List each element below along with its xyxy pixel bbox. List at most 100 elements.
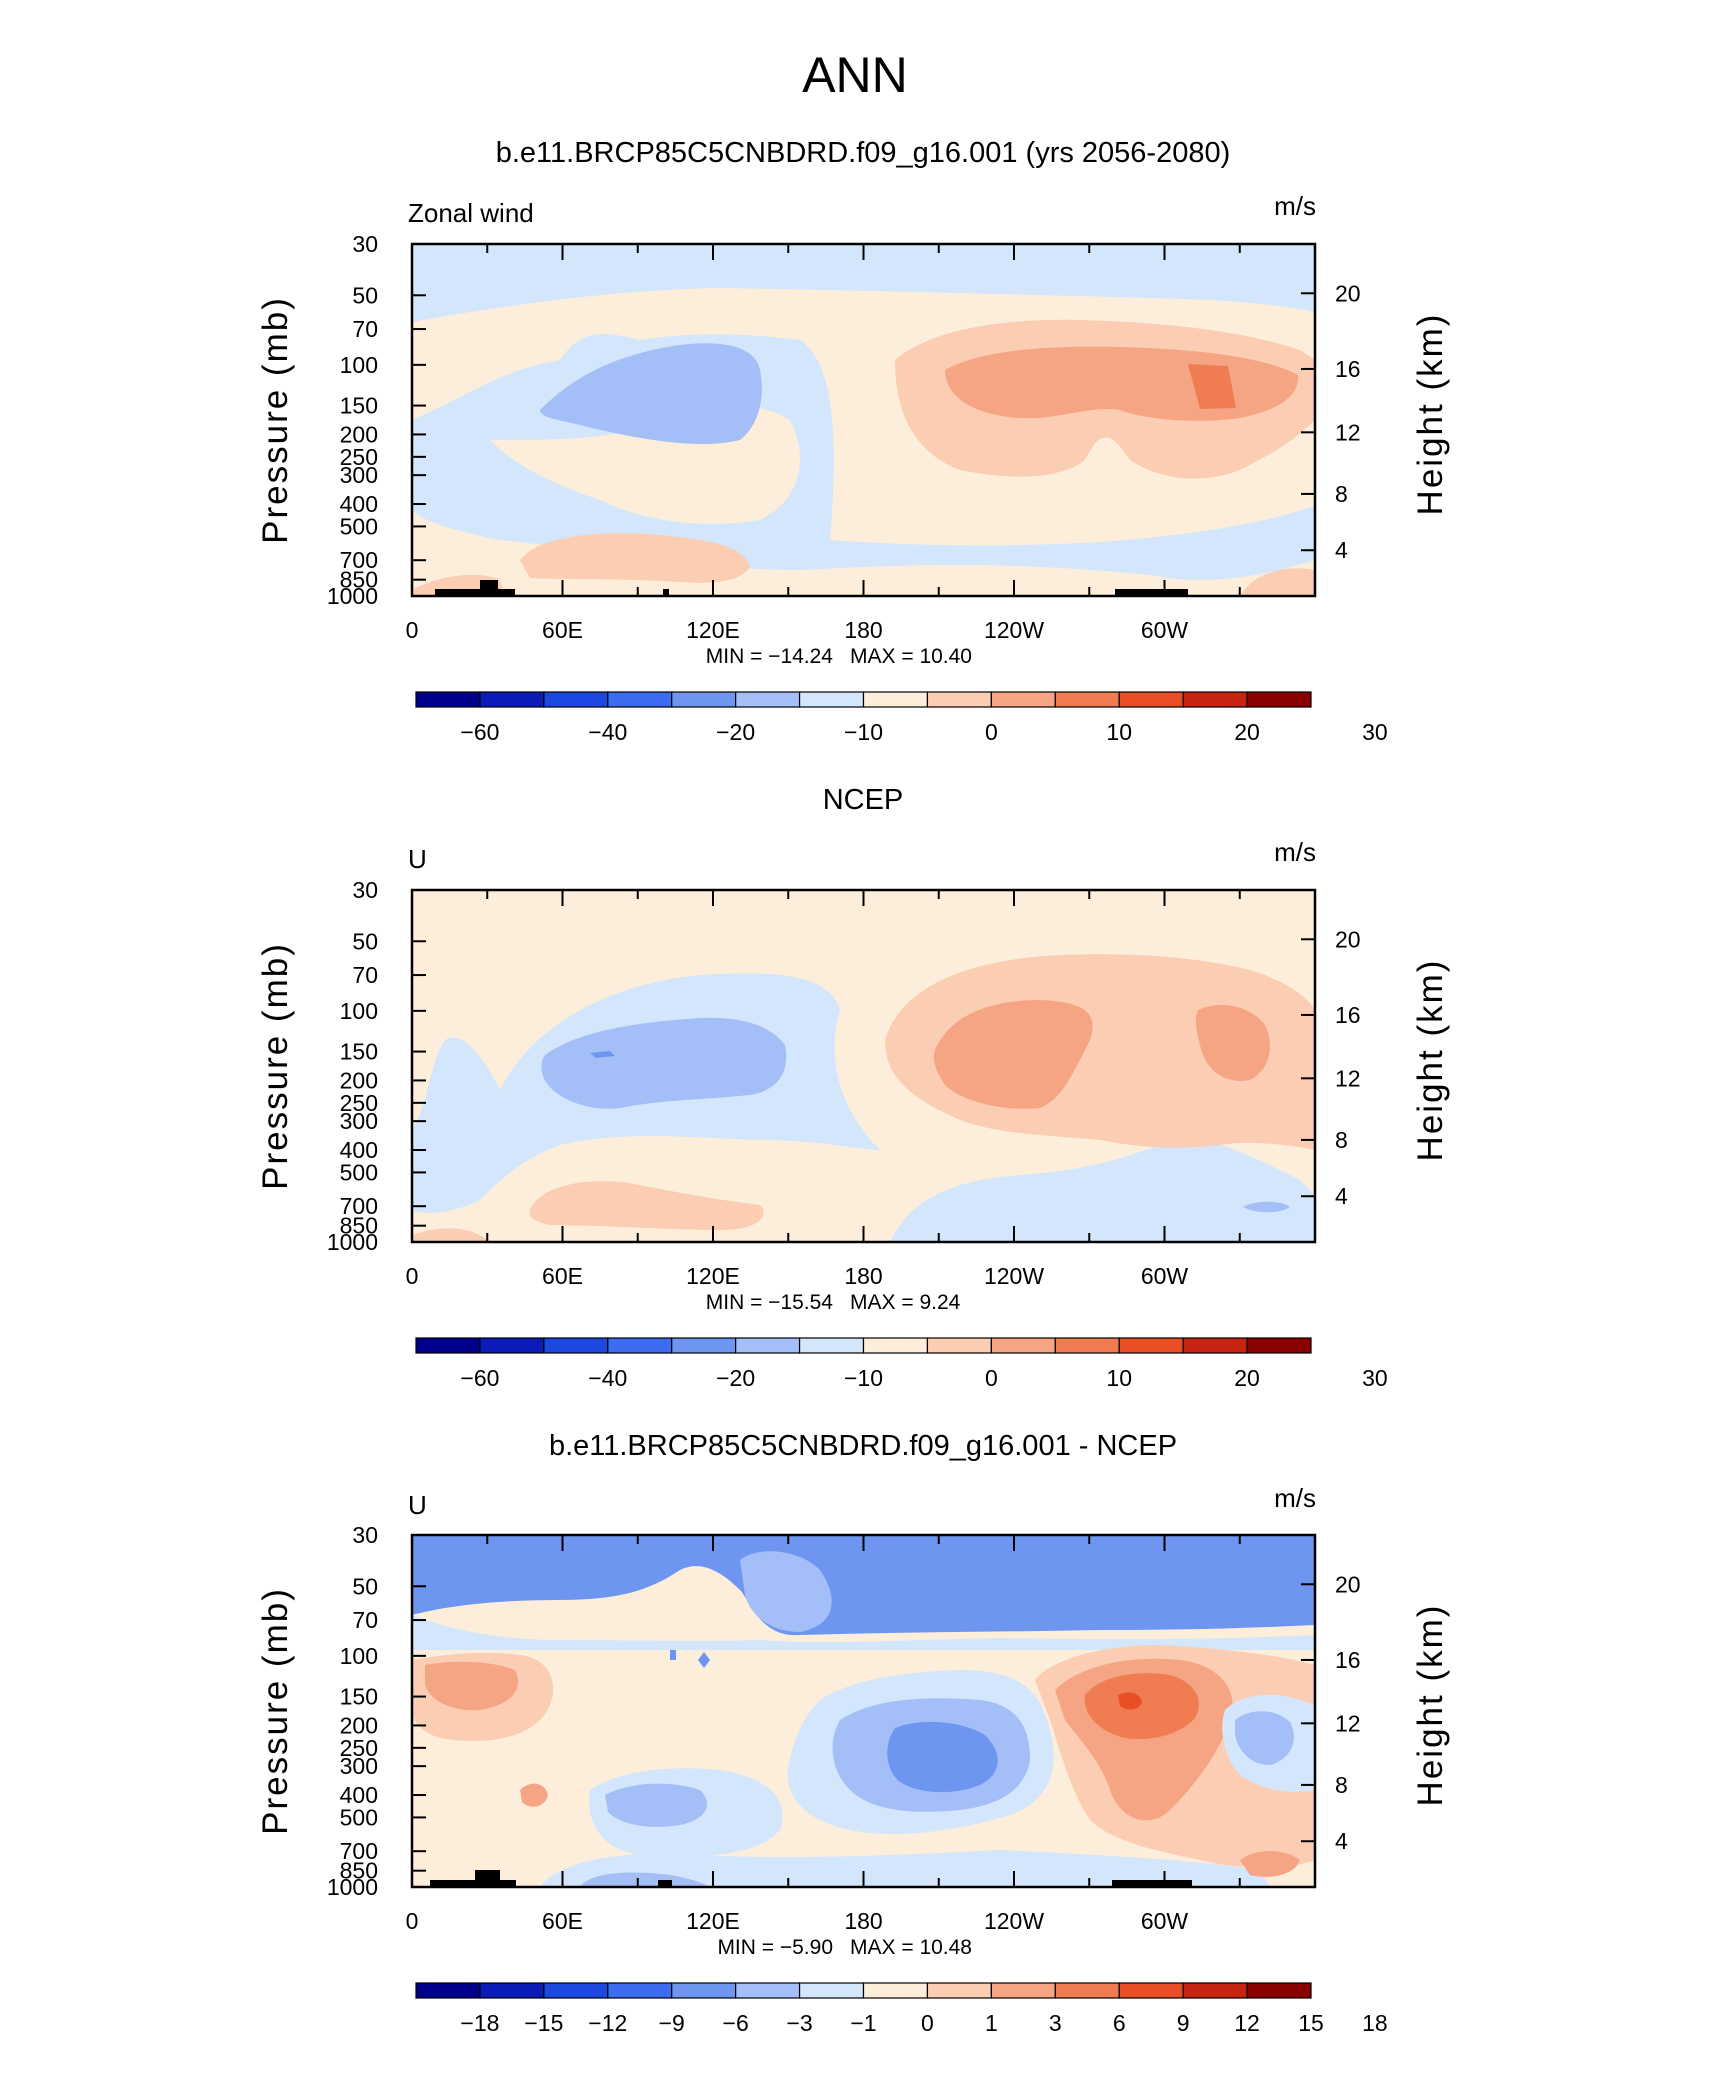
colorbar-label: −3 bbox=[786, 2010, 812, 2036]
colorbar-swatch bbox=[798, 1982, 865, 1999]
colorbar-swatch bbox=[735, 1337, 801, 1354]
y-axis-right-label: Height (km) bbox=[1411, 1604, 1450, 1807]
colorbar-swatch bbox=[1182, 691, 1248, 708]
colorbar-swatch bbox=[543, 1337, 609, 1354]
colorbar-label: 0 bbox=[921, 2010, 934, 2036]
pressure-tick-label: 400 bbox=[340, 491, 378, 517]
pressure-tick-label: 300 bbox=[340, 1108, 378, 1134]
pressure-tick-label: 100 bbox=[340, 998, 378, 1024]
colorbar-swatch bbox=[1118, 691, 1184, 708]
lon-tick-label: 60W bbox=[1141, 617, 1189, 643]
stats-max: MAX = 10.40 bbox=[850, 645, 972, 668]
pressure-tick-label: 700 bbox=[340, 1838, 378, 1864]
colorbar-swatch bbox=[926, 691, 992, 708]
colorbar-swatch bbox=[1054, 1337, 1120, 1354]
lon-tick-label: 180 bbox=[844, 1908, 882, 1934]
height-tick-label: 8 bbox=[1335, 481, 1348, 507]
panel-2-title: NCEP bbox=[823, 784, 904, 816]
colorbar-swatch bbox=[1054, 691, 1120, 708]
contour-surface-westerly bbox=[529, 1181, 764, 1230]
height-tick-label: 8 bbox=[1335, 1127, 1348, 1153]
panel-2-field bbox=[412, 890, 1315, 1242]
colorbar-label: 6 bbox=[1113, 2010, 1126, 2036]
colorbar-swatch bbox=[1182, 1982, 1248, 1999]
colorbar-swatch bbox=[415, 691, 481, 708]
panel-3-left-label: U bbox=[408, 1490, 427, 1520]
contour-small-easterly-b bbox=[670, 1650, 676, 1660]
colorbar-3: −18 −15 −12 −9 −6 −3 −1 0 1 3 6 9 12 15 18 bbox=[415, 1982, 1388, 2036]
lon-tick-label: 60W bbox=[1141, 1908, 1189, 1934]
colorbar-swatch bbox=[607, 1337, 673, 1354]
colorbar-label: −1 bbox=[850, 2010, 876, 2036]
pressure-tick-label: 250 bbox=[340, 1735, 378, 1761]
pressure-tick-label: 500 bbox=[340, 1804, 378, 1830]
colorbar-label: −10 bbox=[844, 719, 883, 745]
colorbar-label: 10 bbox=[1106, 1365, 1132, 1391]
lon-tick-label: 0 bbox=[406, 1263, 419, 1289]
pressure-tick-label: 50 bbox=[352, 1573, 378, 1599]
colorbar-label: 10 bbox=[1106, 719, 1132, 745]
colorbar-swatch bbox=[926, 1337, 992, 1354]
colorbar-swatch bbox=[671, 691, 737, 708]
panel-2-units: m/s bbox=[1274, 837, 1316, 867]
colorbar-label: −20 bbox=[716, 1365, 755, 1391]
contour-surface-westerly bbox=[520, 533, 750, 583]
y-axis-right-label: Height (km) bbox=[1411, 959, 1450, 1162]
pressure-tick-label: 250 bbox=[340, 1090, 378, 1116]
pressure-tick-label: 150 bbox=[340, 1684, 378, 1710]
pressure-tick-label: 200 bbox=[340, 421, 378, 447]
height-tick-label: 4 bbox=[1335, 1828, 1348, 1854]
pressure-tick-label: 850 bbox=[340, 567, 378, 593]
contour-westerly-core-a bbox=[933, 1000, 1093, 1109]
lon-tick-label: 180 bbox=[844, 617, 882, 643]
colorbar-swatch bbox=[1246, 1337, 1312, 1354]
pressure-tick-label: 200 bbox=[340, 1067, 378, 1093]
colorbar-swatch bbox=[1118, 1982, 1184, 1999]
lon-tick-label: 0 bbox=[406, 617, 419, 643]
height-tick-label: 20 bbox=[1335, 280, 1361, 306]
contour-westerly-core-b bbox=[1195, 1005, 1270, 1081]
lon-tick-label: 120W bbox=[984, 1263, 1044, 1289]
y-axis-label: Pressure (mb) bbox=[256, 296, 295, 544]
contour-easterly-base-core bbox=[580, 1872, 710, 1887]
colorbar-2: −60 −40 −20 −10 0 10 20 30 bbox=[415, 1337, 1388, 1391]
colorbar-label: 1 bbox=[985, 2010, 998, 2036]
colorbar-swatch bbox=[1182, 1337, 1248, 1354]
pressure-tick-label: 300 bbox=[340, 462, 378, 488]
stats-min: MIN = −14.24 bbox=[706, 645, 834, 668]
colorbar-label: −9 bbox=[659, 2010, 685, 2036]
contour-mid-easterly-band bbox=[412, 1615, 1315, 1650]
lon-tick-label: 60W bbox=[1141, 1263, 1189, 1289]
contour-westerly-right-high bbox=[1084, 1673, 1199, 1740]
pressure-tick-label: 200 bbox=[340, 1712, 378, 1738]
topography-fill bbox=[435, 580, 1188, 596]
colorbar-swatch bbox=[479, 691, 545, 708]
colorbar-swatch bbox=[862, 1982, 929, 1999]
colorbar-swatch bbox=[990, 691, 1056, 708]
pressure-tick-label: 1000 bbox=[327, 1229, 378, 1255]
pressure-tick-label: 700 bbox=[340, 1193, 378, 1219]
height-tick-label: 4 bbox=[1335, 537, 1348, 563]
colorbar-swatch bbox=[671, 1337, 737, 1354]
panel-1-title: b.e11.BRCP85C5CNBDRD.f09_g16.001 (yrs 20… bbox=[496, 137, 1231, 169]
contour-westerly-left-core bbox=[425, 1661, 519, 1711]
height-tick-label: 20 bbox=[1335, 926, 1361, 952]
pressure-tick-label: 50 bbox=[352, 928, 378, 954]
pressure-tick-label: 30 bbox=[352, 877, 378, 903]
pressure-tick-label: 30 bbox=[352, 231, 378, 257]
colorbar-1: −60 −40 −20 −10 0 10 20 30 bbox=[415, 691, 1388, 745]
pressure-tick-label: 850 bbox=[340, 1213, 378, 1239]
colorbar-swatch bbox=[990, 1982, 1056, 1999]
pressure-tick-label: 150 bbox=[340, 1039, 378, 1065]
colorbar-swatch bbox=[1054, 1982, 1120, 1999]
colorbar-swatch bbox=[479, 1982, 545, 1999]
contour-easterly-far-right-core bbox=[1235, 1711, 1294, 1765]
panel-3: b.e11.BRCP85C5CNBDRD.f09_g16.001 - NCEP … bbox=[256, 1430, 1450, 1959]
pressure-tick-label: 400 bbox=[340, 1782, 378, 1808]
colorbar-swatch bbox=[990, 1337, 1056, 1354]
pressure-tick-label: 100 bbox=[340, 352, 378, 378]
height-tick-label: 16 bbox=[1335, 1647, 1361, 1673]
stats-max: MAX = 9.24 bbox=[850, 1291, 961, 1314]
